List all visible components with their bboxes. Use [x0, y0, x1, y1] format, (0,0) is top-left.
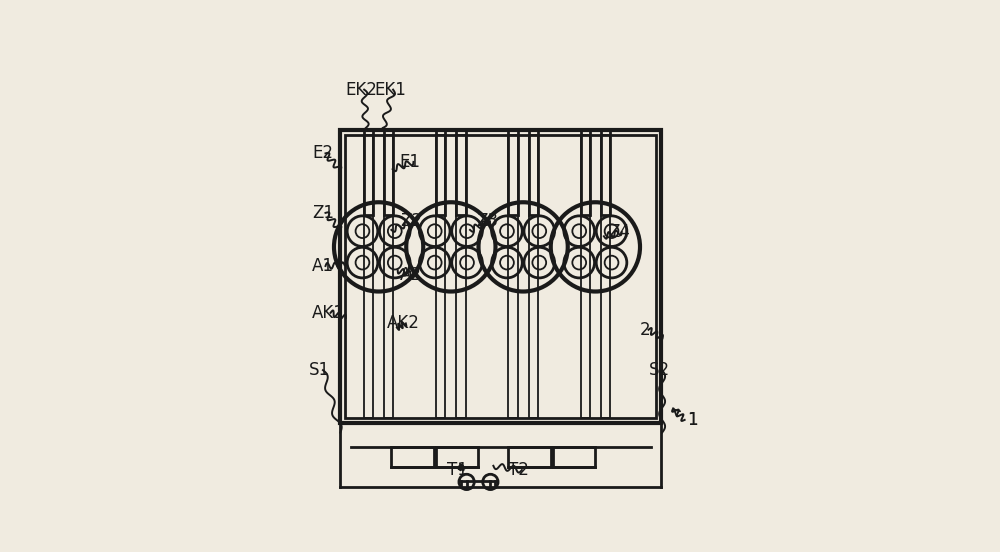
Text: Z3: Z3 [476, 213, 498, 230]
Bar [508, 135, 518, 418]
Bar [436, 447, 478, 467]
Text: 2: 2 [640, 321, 651, 339]
Bar [553, 447, 595, 467]
Text: EK2: EK2 [345, 81, 377, 99]
Bar [456, 135, 466, 418]
Bar [436, 135, 445, 418]
Bar [391, 447, 434, 467]
Bar [508, 130, 518, 215]
Text: Z4: Z4 [608, 223, 630, 241]
Text: S2: S2 [649, 361, 670, 379]
Bar [456, 130, 466, 215]
Bar [345, 135, 656, 418]
Text: A1: A1 [312, 257, 334, 275]
Bar [581, 130, 590, 215]
Text: E1: E1 [400, 153, 421, 171]
Text: EK1: EK1 [374, 81, 406, 99]
Bar [384, 135, 393, 418]
Text: T1: T1 [447, 461, 467, 479]
Bar [601, 135, 610, 418]
Bar [436, 130, 445, 215]
Text: S1: S1 [309, 361, 330, 379]
Bar [529, 135, 538, 418]
Bar [601, 130, 610, 215]
Text: A2: A2 [400, 267, 422, 284]
Bar [384, 130, 393, 215]
Bar [508, 447, 551, 467]
Text: 1: 1 [687, 411, 697, 429]
Bar [364, 130, 373, 215]
Bar [581, 135, 590, 418]
Text: AK1: AK1 [312, 304, 345, 322]
Bar [340, 130, 661, 423]
Bar [529, 130, 538, 215]
Text: Z1: Z1 [312, 204, 334, 222]
Text: AK2: AK2 [387, 315, 420, 332]
Text: Z2: Z2 [400, 213, 422, 230]
Text: 1: 1 [687, 411, 697, 429]
Bar [364, 135, 373, 418]
Text: T2: T2 [508, 461, 529, 479]
Text: E2: E2 [312, 145, 333, 162]
